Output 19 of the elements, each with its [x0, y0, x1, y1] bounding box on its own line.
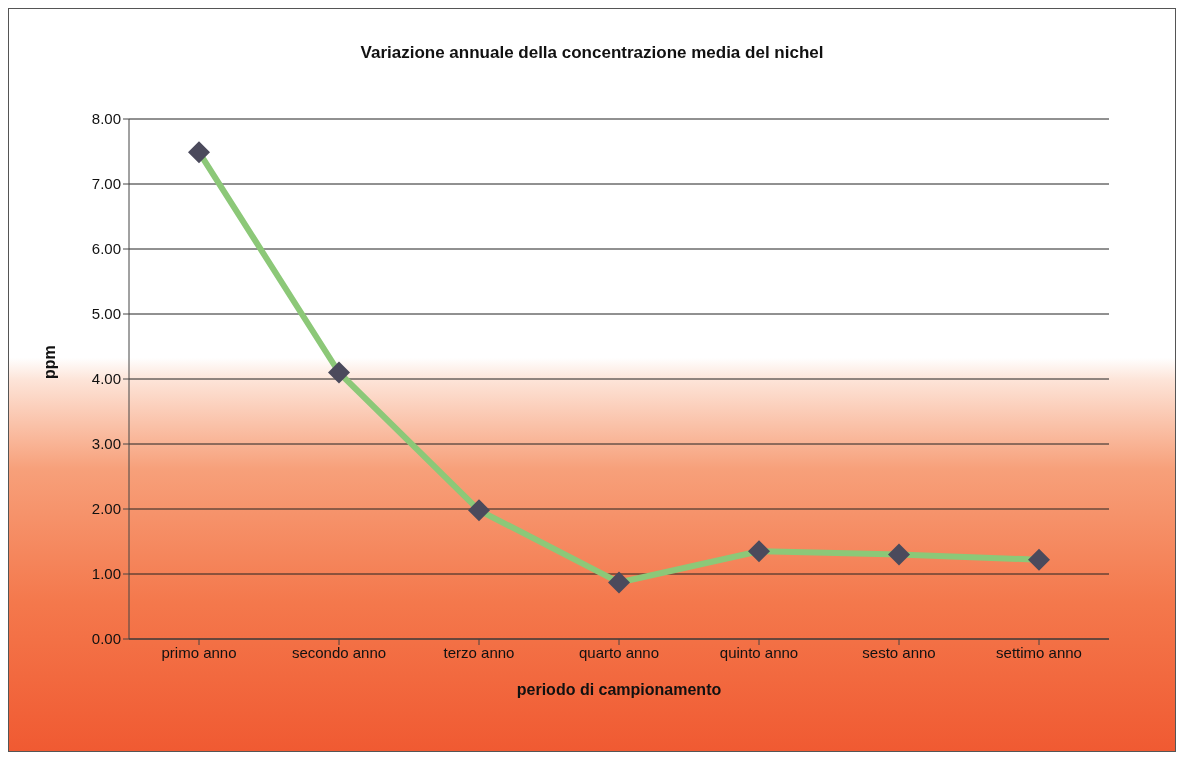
y-tick-label: 8.00: [91, 110, 121, 128]
x-tick-label: terzo anno: [443, 643, 515, 661]
x-tick-label: quarto anno: [578, 643, 660, 661]
x-tick-label: settimo anno: [996, 643, 1082, 661]
x-tick-label: quinto anno: [719, 643, 799, 661]
x-tick-label: secondo anno: [291, 643, 387, 661]
y-tick-label: 6.00: [91, 240, 121, 258]
x-axis-title: periodo di campionamento: [516, 681, 722, 698]
x-tick-label: sesto anno: [862, 643, 936, 661]
x-tick-label: primo anno: [161, 643, 237, 661]
y-axis-title: ppm: [40, 345, 58, 379]
y-tick-label: 7.00: [91, 175, 121, 193]
y-tick-label: 3.00: [91, 435, 121, 453]
chart-title: Variazione annuale della concentrazione media del nichel: [359, 43, 825, 63]
y-tick-label: 0.00: [91, 630, 121, 648]
y-tick-label: 1.00: [91, 565, 121, 583]
y-tick-label: 5.00: [91, 305, 121, 323]
y-tick-label: 4.00: [91, 370, 121, 388]
y-tick-label: 2.00: [91, 500, 121, 518]
